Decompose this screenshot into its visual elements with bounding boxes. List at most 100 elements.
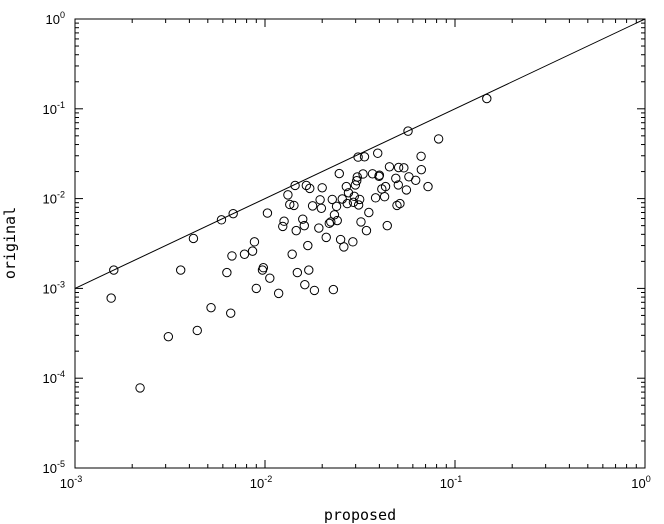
scatter-point (216, 215, 227, 225)
scatter-point (316, 203, 327, 213)
scatter-point (163, 331, 174, 342)
scatter-point (348, 197, 359, 207)
y-tick-label: 10-3 (43, 279, 65, 296)
scatter-point (298, 214, 308, 224)
scatter-point (300, 279, 310, 290)
scatter-point (391, 173, 401, 184)
scatter-point (283, 190, 293, 200)
scatter-point (206, 302, 216, 313)
scatter-point (373, 148, 383, 158)
scatter-point (356, 217, 366, 227)
scatter-point (109, 265, 119, 275)
y-tick-label: 10-5 (43, 459, 65, 476)
scatter-point (341, 181, 352, 192)
y-tick-label: 10-2 (43, 190, 65, 207)
scatter-point (334, 168, 344, 179)
scatter-point (135, 383, 145, 393)
scatter-point (361, 225, 372, 236)
scatter-point (106, 293, 116, 303)
scatter-point (249, 237, 260, 247)
scatter-point (358, 169, 368, 179)
scatter-point (228, 208, 238, 219)
scatter-point (482, 93, 492, 104)
scatter-point (353, 200, 364, 210)
y-tick-label: 100 (46, 10, 65, 27)
scatter-point (285, 199, 295, 210)
scatter-point (314, 223, 324, 233)
scatter-point (403, 126, 413, 136)
y-tick-label: 10-4 (43, 369, 65, 386)
plot-area (74, 18, 646, 469)
scatter-point (384, 162, 395, 172)
scatter-point (299, 220, 309, 231)
scatter-point (303, 240, 313, 251)
scatter-point (290, 180, 300, 191)
scatter-point (292, 267, 303, 278)
scatter-point (393, 162, 404, 173)
scatter-point (382, 220, 392, 231)
scatter-point (305, 183, 315, 194)
scatter-point (342, 198, 352, 209)
scatter-point (352, 172, 362, 182)
scatter-point (433, 134, 444, 144)
scatter-point (410, 175, 421, 185)
scatter-point (239, 249, 250, 259)
scatter-point (321, 232, 331, 243)
scatter-point (374, 170, 385, 180)
data-points (106, 93, 492, 393)
tick-labels: 10-3 10-2 10-1 100 10-5 10-4 10-3 10-2 10-1 100 (43, 10, 651, 491)
scatter-point (393, 180, 403, 190)
scatter-point (304, 265, 314, 275)
axis-ticks (74, 18, 646, 469)
scatter-point (251, 283, 262, 294)
scatter-point (332, 215, 342, 226)
scatter-point (379, 191, 390, 202)
scatter-point (352, 176, 362, 186)
scatter-point (226, 308, 236, 318)
scatter-point (175, 265, 186, 275)
scatter-point (265, 273, 275, 283)
scatter-point (291, 225, 301, 236)
scatter-point (301, 180, 312, 191)
scatter-point (354, 194, 365, 205)
x-tick-label: 10-3 (60, 474, 82, 491)
scatter-point (339, 242, 349, 252)
scatter-point (307, 201, 318, 211)
scatter-point (327, 194, 337, 205)
scatter-point (222, 267, 232, 278)
x-tick-label: 10-2 (250, 474, 272, 491)
scatter-point (309, 285, 320, 296)
y-axis-title: original (1, 207, 19, 279)
scatter-point (399, 163, 409, 173)
scatter-point (392, 200, 402, 211)
scatter-point (278, 221, 288, 232)
scatter-point (331, 201, 342, 212)
scatter-point (416, 164, 427, 175)
x-tick-label: 10-1 (440, 474, 462, 491)
scatter-point (380, 181, 391, 192)
scatter-point (227, 251, 237, 261)
scatter-point (317, 183, 327, 193)
scatter-point (273, 288, 284, 299)
scatter-point (416, 151, 426, 161)
x-tick-label: 100 (631, 474, 650, 491)
scatter-point (262, 208, 273, 218)
scatter-point (289, 200, 299, 211)
scatter-point (353, 152, 363, 162)
scatter-point (348, 237, 358, 247)
scatter-point (359, 152, 370, 162)
scatter-point (258, 263, 269, 273)
scatter-point (287, 249, 297, 259)
scatter-point (329, 210, 340, 220)
scatter-point (395, 198, 405, 209)
scatter-point (364, 207, 374, 218)
scatter-point (370, 193, 381, 203)
y-tick-label: 10-1 (43, 100, 65, 117)
scatter-point (192, 325, 202, 336)
scatter-point (349, 191, 359, 202)
scatter-point (279, 216, 289, 226)
scatter-point (188, 233, 199, 244)
x-axis-title: proposed (324, 506, 396, 524)
scatter-point (367, 169, 378, 179)
